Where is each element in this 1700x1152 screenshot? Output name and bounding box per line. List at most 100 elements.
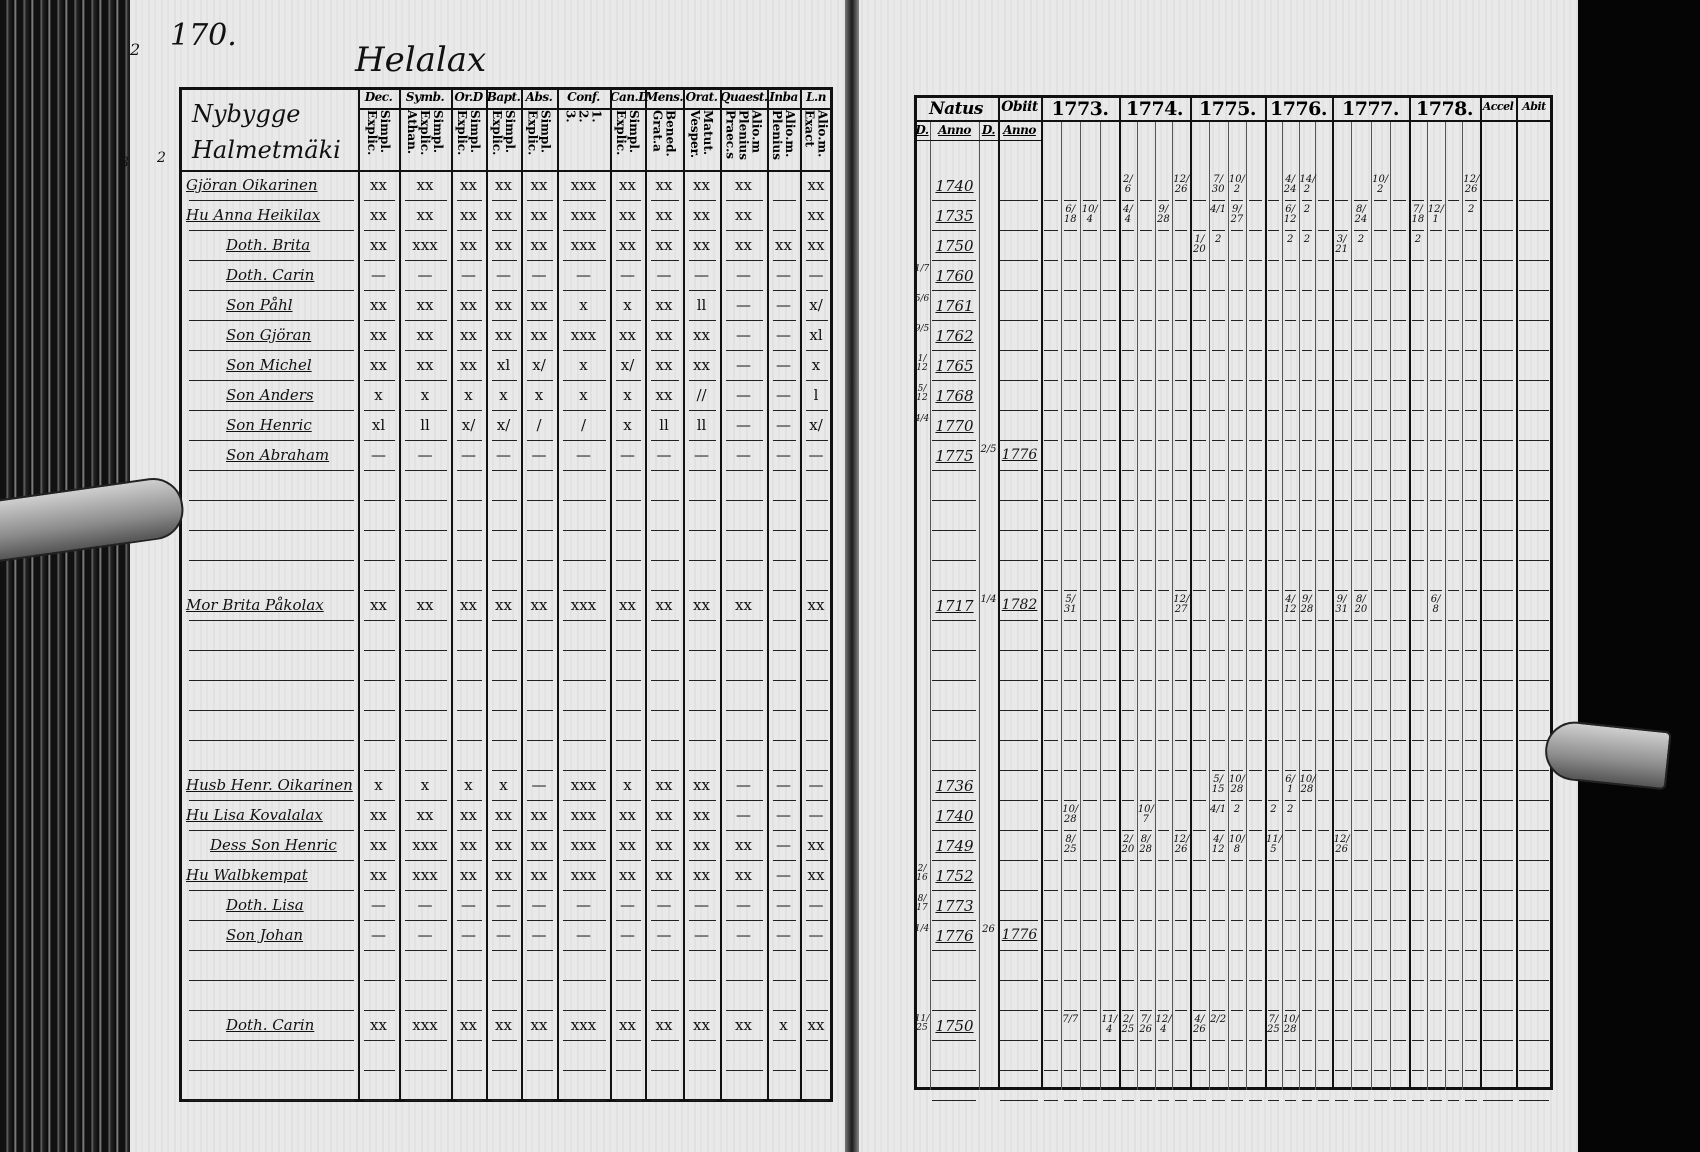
cell-line [1392, 621, 1406, 651]
cell-line [1284, 741, 1296, 771]
row-line [189, 741, 354, 771]
cell-line [1175, 951, 1187, 981]
cell-line [1102, 321, 1116, 351]
cell-line [1139, 381, 1152, 411]
cell-line [563, 1071, 606, 1101]
cell-line [1000, 1011, 1038, 1041]
cell-line [689, 861, 716, 891]
cell-line [364, 621, 395, 651]
catechism-mark: xx [460, 326, 477, 344]
cell-line [1211, 621, 1225, 651]
year-attendance-mark: 12/26 [1463, 174, 1480, 195]
cell-line [1063, 411, 1077, 441]
cell-line [1230, 771, 1244, 801]
catechism-mark: xx [530, 1016, 548, 1034]
cell-line [1000, 201, 1038, 231]
cell-line [1063, 801, 1077, 831]
column-divider [610, 87, 612, 1102]
cell-line [616, 621, 641, 651]
cell-line [1519, 321, 1549, 351]
cell-line [1519, 621, 1549, 651]
cell-line [405, 411, 447, 441]
cell-line [1354, 411, 1368, 441]
cell-line [689, 381, 716, 411]
cell-line [527, 951, 553, 981]
catechism-mark: — [808, 806, 824, 824]
cell-line [1301, 261, 1313, 291]
cell-line [1083, 531, 1097, 561]
cell-line [1318, 711, 1329, 741]
cell-line [1211, 801, 1225, 831]
cell-line [1230, 231, 1244, 261]
cell-line [1519, 351, 1549, 381]
cell-line [1102, 1041, 1116, 1071]
cell-line [1044, 1011, 1058, 1041]
cell-line [616, 1071, 641, 1101]
column-subheader: Explic. Simpl. [521, 110, 557, 170]
catechism-mark: x/ [809, 296, 823, 314]
cell-line [616, 501, 641, 531]
catechism-mark: — [620, 266, 635, 284]
right-page [856, 0, 1578, 1152]
cell-line [689, 1041, 716, 1071]
catechism-mark: — [417, 446, 433, 464]
catechism-mark: — [776, 386, 791, 404]
cell-line [1102, 651, 1116, 681]
cell-line [1483, 831, 1513, 861]
cell-line [1483, 531, 1513, 561]
cell-line [651, 621, 679, 651]
cell-line [1519, 291, 1549, 321]
catechism-mark: xx [619, 326, 636, 344]
cell-line [773, 711, 796, 741]
cell-line [405, 891, 447, 921]
catechism-mark: xx [495, 296, 512, 314]
cell-line [563, 891, 606, 921]
cell-line [1044, 231, 1058, 261]
catechism-mark: xx [530, 296, 548, 314]
cell-line [651, 201, 679, 231]
cell-line [1301, 861, 1313, 891]
cell-line [1230, 801, 1244, 831]
catechism-mark: — [371, 266, 386, 284]
cell-line [1335, 231, 1349, 261]
cell-line [1157, 1041, 1170, 1071]
cell-line [1335, 681, 1349, 711]
cell-line [364, 681, 395, 711]
cell-line [932, 471, 976, 501]
cell-line [1211, 381, 1225, 411]
cell-line [1318, 1011, 1329, 1041]
cell-line [457, 741, 482, 771]
cell-line [1373, 621, 1387, 651]
cell-line [1354, 981, 1368, 1011]
cell-line [1465, 561, 1477, 591]
cell-line [1102, 831, 1116, 861]
cell-line [1268, 201, 1279, 231]
cell-line [1083, 801, 1097, 831]
cell-line [1284, 171, 1296, 201]
cell-line [563, 621, 606, 651]
catechism-mark: ll [696, 416, 707, 434]
cell-line [1519, 711, 1549, 741]
cell-line [1318, 1071, 1329, 1101]
column-divider [1516, 95, 1518, 1090]
cell-line [1354, 441, 1368, 471]
cell-line [806, 711, 828, 741]
cell-line [1301, 501, 1313, 531]
cell-line [1083, 471, 1097, 501]
cell-line [1429, 861, 1442, 891]
cell-line [1102, 1071, 1116, 1101]
cell-line [932, 681, 976, 711]
cell-line [689, 711, 716, 741]
cell-line [616, 381, 641, 411]
catechism-mark: xx [619, 836, 636, 854]
cell-line [1083, 351, 1097, 381]
cell-line [1429, 1071, 1442, 1101]
cell-line [651, 891, 679, 921]
catechism-mark: xx [370, 206, 387, 224]
cell-line [1268, 741, 1279, 771]
column-divider [979, 121, 980, 1090]
cell-line [1318, 621, 1329, 651]
person-name: Doth. Carin [226, 266, 315, 284]
cell-line [1268, 321, 1279, 351]
subcolumn-divider [1298, 121, 1300, 1090]
